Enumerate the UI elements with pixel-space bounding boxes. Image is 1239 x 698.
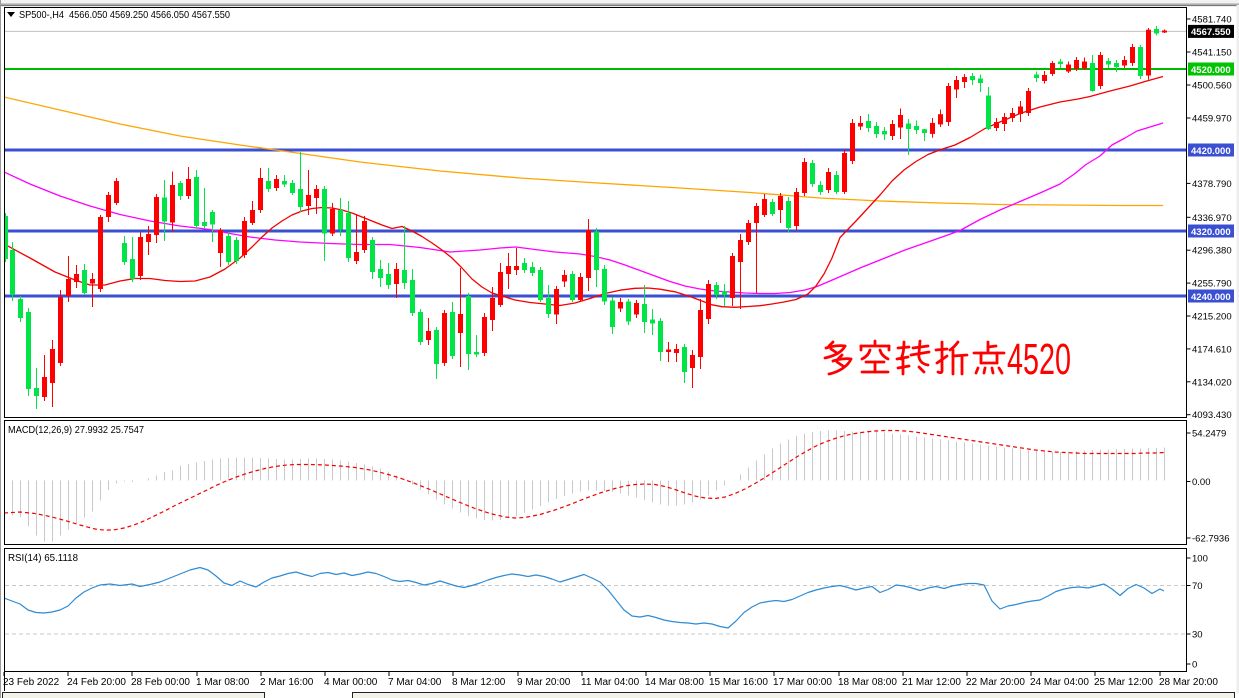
svg-text:54.2479: 54.2479: [1192, 429, 1226, 440]
svg-text:RSI(14) 65.1118: RSI(14) 65.1118: [8, 552, 78, 564]
svg-text:18 Mar 08:00: 18 Mar 08:00: [838, 677, 897, 688]
svg-text:4420.000: 4420.000: [1191, 146, 1231, 157]
svg-text:0: 0: [1192, 660, 1197, 671]
svg-text:14 Mar 08:00: 14 Mar 08:00: [645, 677, 704, 688]
svg-text:4255.790: 4255.790: [1192, 279, 1232, 290]
svg-text:4 Mar 00:00: 4 Mar 00:00: [324, 677, 378, 688]
svg-text:4378.790: 4378.790: [1192, 179, 1232, 190]
svg-text:4174.610: 4174.610: [1192, 344, 1232, 355]
svg-text:4134.020: 4134.020: [1192, 377, 1232, 388]
svg-text:4567.550: 4567.550: [1191, 27, 1231, 38]
svg-text:4336.970: 4336.970: [1192, 213, 1232, 224]
svg-text:4520: 4520: [1007, 335, 1071, 384]
svg-text:70: 70: [1192, 581, 1203, 592]
svg-text:-62.7936: -62.7936: [1192, 534, 1230, 545]
svg-text:4541.150: 4541.150: [1192, 48, 1232, 59]
svg-text:4215.200: 4215.200: [1192, 312, 1232, 323]
svg-text:1 Mar 08:00: 1 Mar 08:00: [196, 677, 250, 688]
svg-text:22 Mar 20:00: 22 Mar 20:00: [966, 677, 1025, 688]
svg-text:9 Mar 20:00: 9 Mar 20:00: [517, 677, 571, 688]
svg-text:24 Mar 04:00: 24 Mar 04:00: [1030, 677, 1089, 688]
svg-text:21 Mar 12:00: 21 Mar 12:00: [902, 677, 961, 688]
svg-text:11 Mar 04:00: 11 Mar 04:00: [581, 677, 640, 688]
svg-text:4296.380: 4296.380: [1192, 246, 1232, 257]
svg-text:8 Mar 12:00: 8 Mar 12:00: [452, 677, 506, 688]
svg-text:28 Mar 20:00: 28 Mar 20:00: [1159, 677, 1218, 688]
svg-text:23 Feb 2022: 23 Feb 2022: [3, 677, 60, 688]
svg-text:4459.970: 4459.970: [1192, 114, 1232, 125]
svg-text:17 Mar 00:00: 17 Mar 00:00: [773, 677, 832, 688]
svg-text:28 Feb 00:00: 28 Feb 00:00: [131, 677, 190, 688]
svg-text:15 Mar 16:00: 15 Mar 16:00: [709, 677, 768, 688]
svg-text:30: 30: [1192, 630, 1203, 641]
svg-text:7 Mar 04:00: 7 Mar 04:00: [388, 677, 442, 688]
svg-text:4240.000: 4240.000: [1191, 292, 1231, 303]
svg-text:4093.430: 4093.430: [1192, 410, 1232, 421]
svg-text:4581.740: 4581.740: [1192, 15, 1232, 26]
svg-text:4500.560: 4500.560: [1192, 81, 1232, 92]
svg-text:24 Feb 20:00: 24 Feb 20:00: [67, 677, 126, 688]
svg-text:SP500-,H4 4566.050 4569.250 4: SP500-,H4 4566.050 4569.250 4566.050 456…: [19, 9, 230, 21]
svg-text:4320.000: 4320.000: [1191, 227, 1231, 238]
svg-text:MACD(12,26,9) 27.9932 25.7547: MACD(12,26,9) 27.9932 25.7547: [8, 424, 144, 436]
svg-text:2 Mar 16:00: 2 Mar 16:00: [260, 677, 314, 688]
svg-text:100: 100: [1192, 554, 1208, 565]
svg-text:25 Mar 12:00: 25 Mar 12:00: [1094, 677, 1153, 688]
svg-text:4520.000: 4520.000: [1191, 65, 1231, 76]
svg-text:0.00: 0.00: [1192, 477, 1211, 488]
